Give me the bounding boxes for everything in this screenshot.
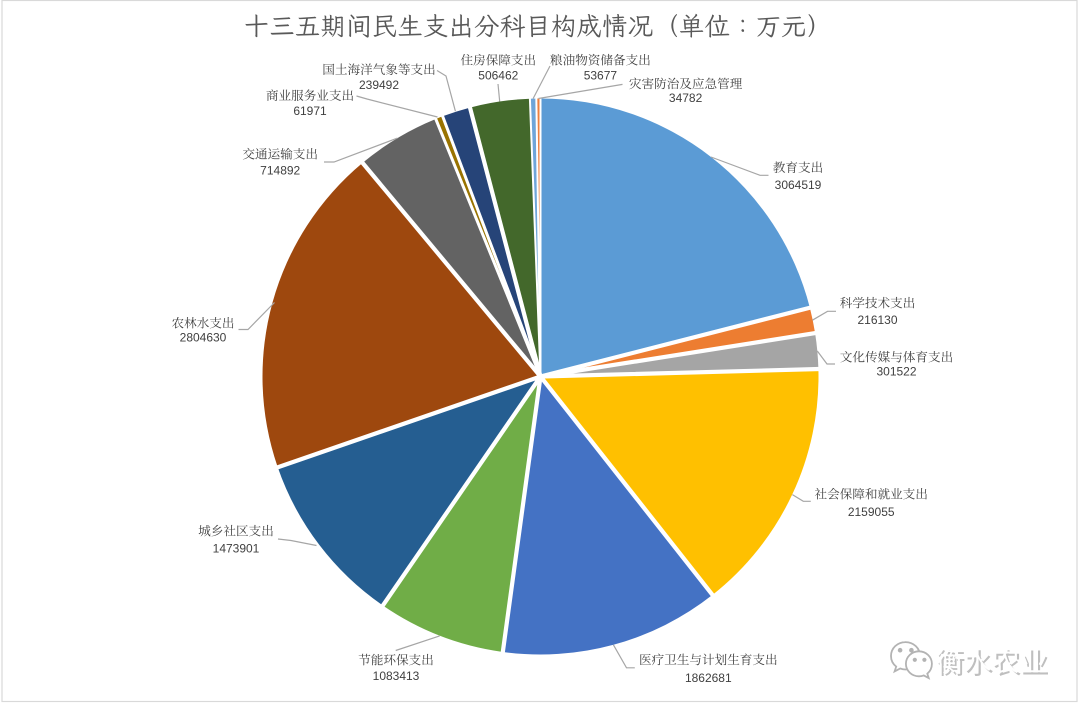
svg-text:301522: 301522 (876, 365, 916, 379)
svg-text:216130: 216130 (857, 313, 897, 327)
svg-text:61971: 61971 (293, 104, 327, 118)
svg-text:3064519: 3064519 (775, 178, 822, 192)
svg-text:239492: 239492 (359, 78, 399, 92)
svg-text:2804630: 2804630 (180, 331, 227, 345)
svg-text:1862681: 1862681 (685, 671, 732, 685)
svg-text:1473901: 1473901 (213, 541, 260, 555)
svg-text:2159055: 2159055 (848, 505, 895, 519)
svg-text:34782: 34782 (669, 91, 703, 105)
svg-text:53677: 53677 (584, 69, 618, 83)
svg-text:506462: 506462 (478, 69, 518, 83)
svg-text:1083413: 1083413 (373, 669, 420, 683)
svg-text:714892: 714892 (260, 164, 300, 178)
